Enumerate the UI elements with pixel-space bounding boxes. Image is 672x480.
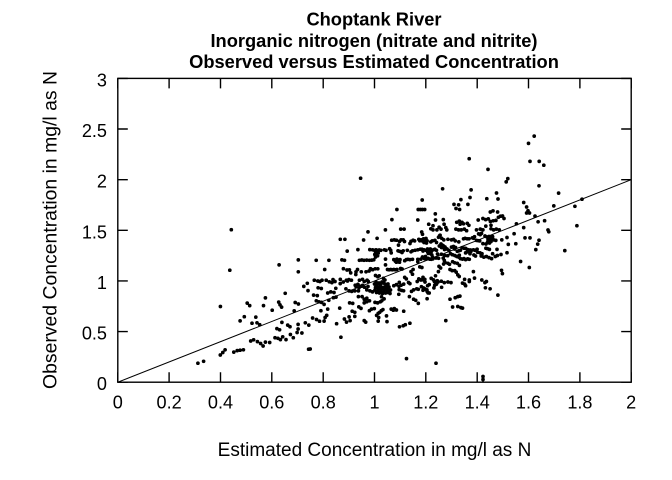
svg-text:2: 2 <box>626 392 636 412</box>
svg-text:Inorganic nitrogen (nitrate an: Inorganic nitrogen (nitrate and nitrite) <box>210 30 537 51</box>
svg-text:3: 3 <box>97 70 107 90</box>
svg-text:1.2: 1.2 <box>413 392 438 412</box>
svg-text:0: 0 <box>97 374 107 394</box>
svg-text:0.6: 0.6 <box>259 392 284 412</box>
svg-text:1.5: 1.5 <box>82 222 107 242</box>
svg-text:1.4: 1.4 <box>465 392 490 412</box>
svg-text:0.2: 0.2 <box>157 392 182 412</box>
svg-text:Observed versus Estimated Conc: Observed versus Estimated Concentration <box>189 51 559 72</box>
svg-text:Estimated Concentration in mg/: Estimated Concentration in mg/l as N <box>218 440 532 461</box>
svg-text:0: 0 <box>113 392 123 412</box>
svg-text:0.8: 0.8 <box>311 392 336 412</box>
svg-text:1: 1 <box>369 392 379 412</box>
svg-text:2.5: 2.5 <box>82 121 107 141</box>
svg-text:2: 2 <box>97 172 107 192</box>
svg-text:0.4: 0.4 <box>208 392 233 412</box>
svg-text:Observed Concentration in mg/l: Observed Concentration in mg/l as N <box>39 71 61 389</box>
svg-text:Choptank River: Choptank River <box>306 8 441 29</box>
svg-text:0.5: 0.5 <box>82 324 107 344</box>
svg-text:1.8: 1.8 <box>567 392 592 412</box>
svg-text:1: 1 <box>97 273 107 293</box>
svg-text:1.6: 1.6 <box>516 392 541 412</box>
